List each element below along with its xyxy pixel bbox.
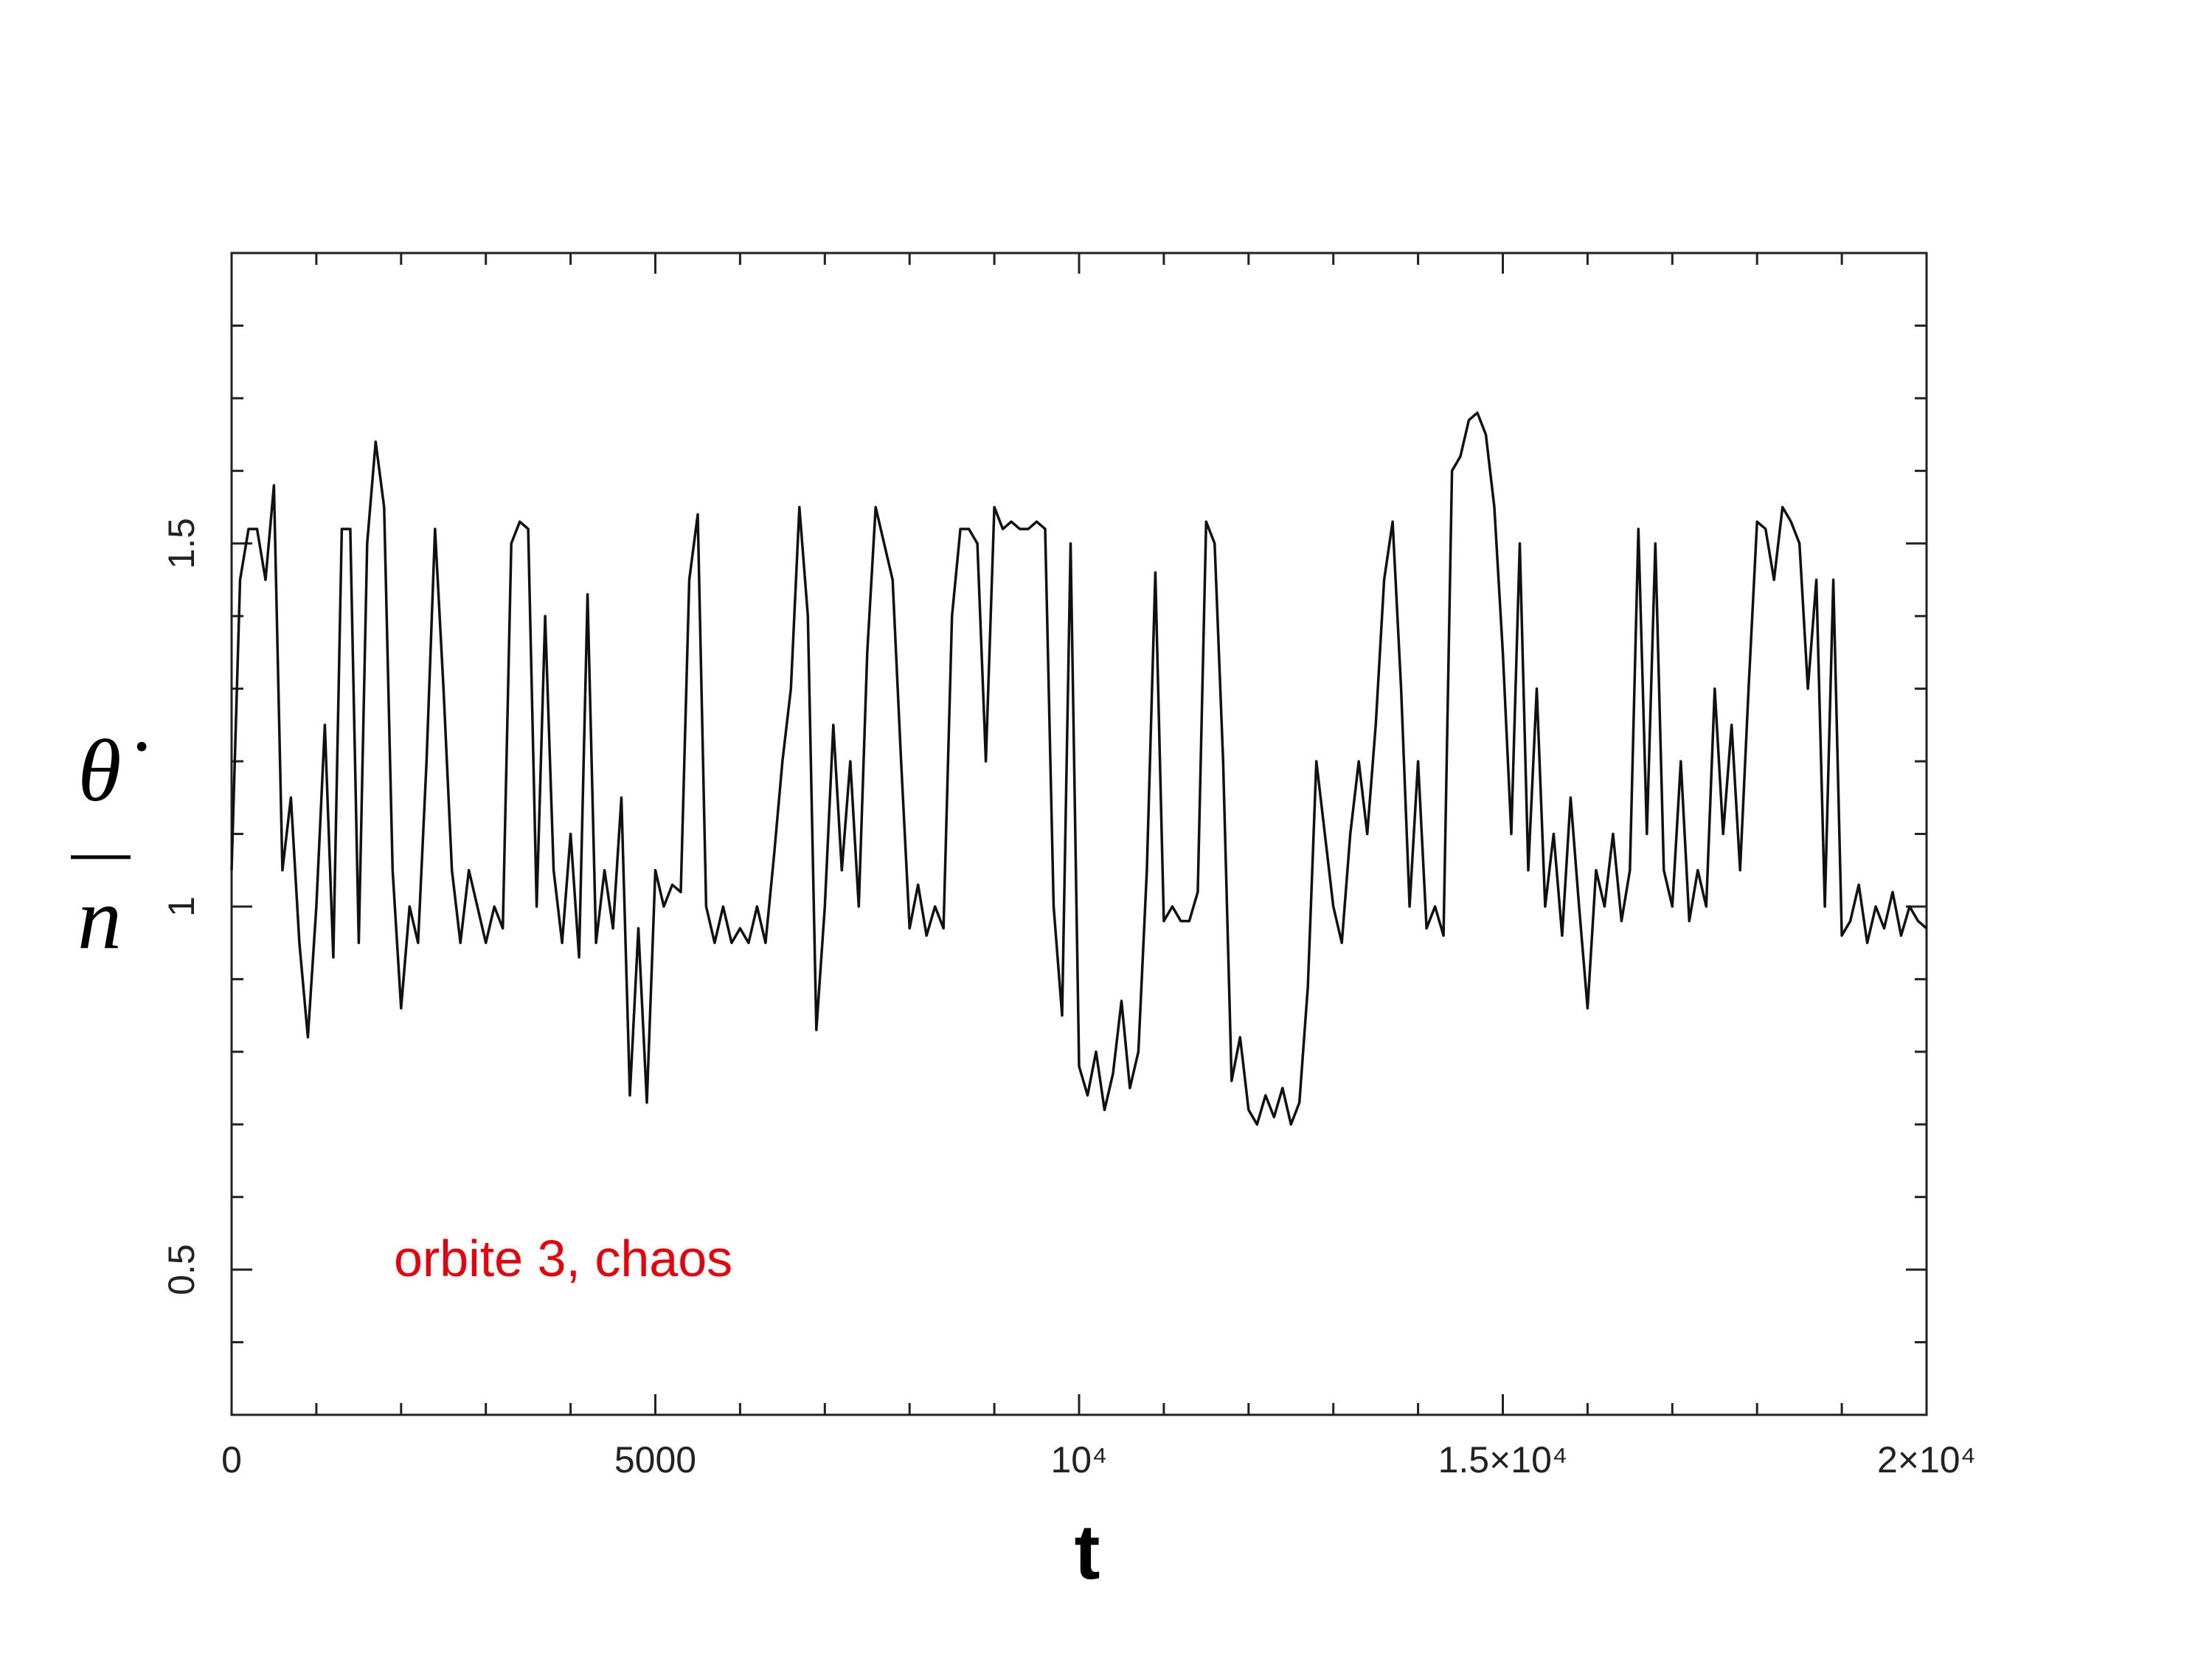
- x-tick-label: 1.5×10⁴: [1438, 1439, 1568, 1480]
- x-tick-label: 0: [221, 1439, 242, 1480]
- x-tick-label: 2×10⁴: [1877, 1439, 1976, 1480]
- y-tick-label: 0.5: [161, 1244, 202, 1295]
- x-label: t: [1075, 1509, 1100, 1596]
- annotation: orbite 3, chaos: [394, 1230, 732, 1287]
- y-tick-label: 1: [161, 896, 202, 917]
- data-line: [230, 411, 1928, 1126]
- y-tick-label: 1.5: [161, 518, 202, 569]
- y-label-numerator: θ̇: [78, 721, 147, 820]
- x-tick-label: 5000: [614, 1439, 696, 1480]
- y-label-denominator: n: [77, 869, 122, 967]
- x-tick-label: 10⁴: [1050, 1439, 1107, 1480]
